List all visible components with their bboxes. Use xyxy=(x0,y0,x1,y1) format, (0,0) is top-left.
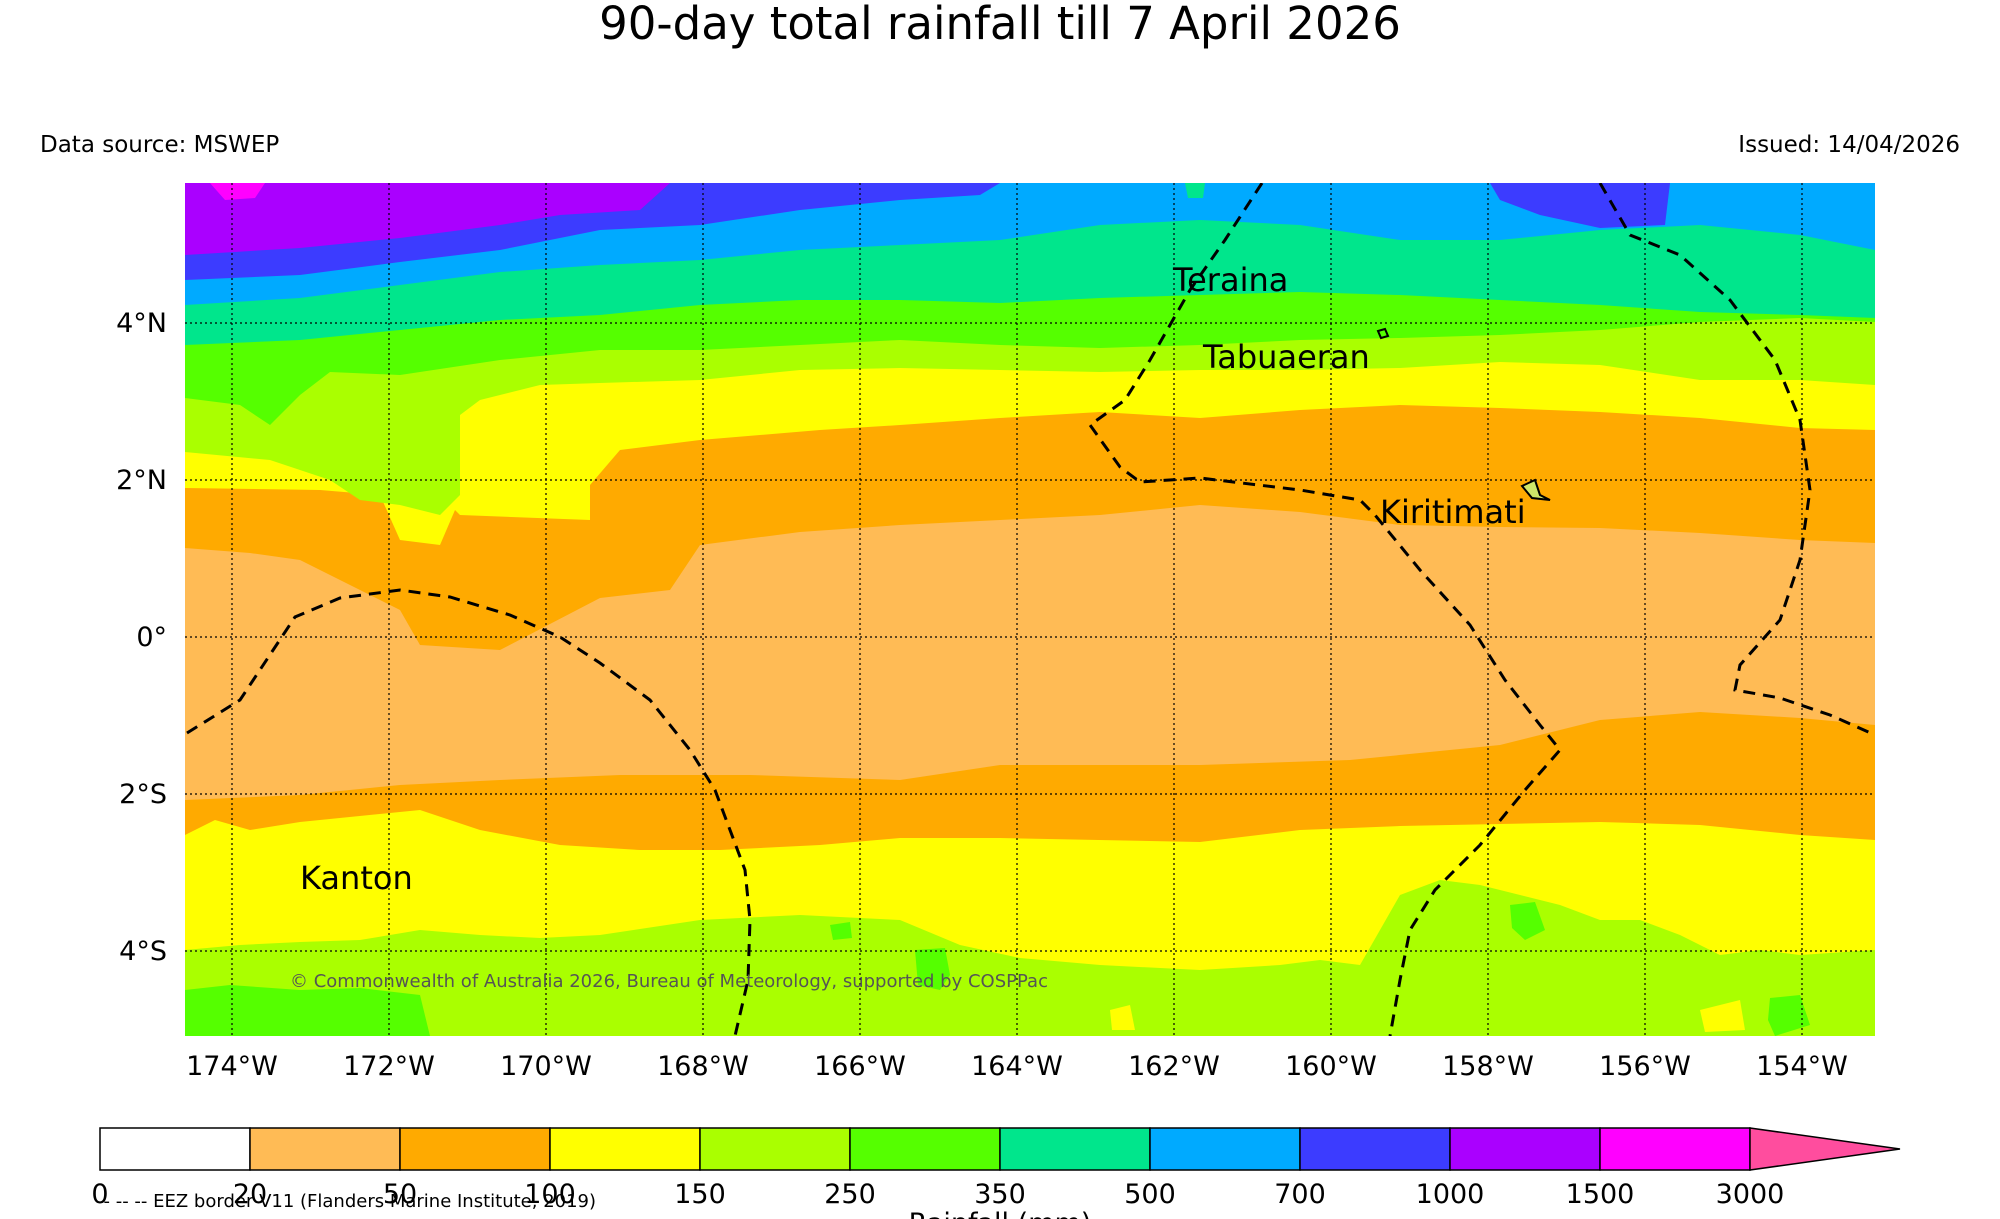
patch-yellow-2 xyxy=(1700,1000,1745,1032)
patch-green-1 xyxy=(915,948,950,990)
colorbar xyxy=(99,1127,1901,1171)
lon-label: 170°W xyxy=(500,1051,592,1082)
lon-label: 154°W xyxy=(1756,1051,1848,1082)
band-700-1000-east xyxy=(1490,183,1670,228)
colorbar-swatch xyxy=(1599,1127,1751,1171)
lat-label: 0° xyxy=(136,622,167,653)
colorbar-swatch xyxy=(1449,1127,1601,1171)
data-source: Data source: MSWEP xyxy=(40,132,280,158)
lon-label: 156°W xyxy=(1599,1051,1691,1082)
patch-teal-1 xyxy=(1185,183,1205,198)
patch-yellow-1 xyxy=(1110,1005,1135,1030)
colorbar-tick: 3000 xyxy=(1716,1179,1785,1210)
lon-label: 166°W xyxy=(814,1051,906,1082)
colorbar-swatch xyxy=(99,1127,251,1171)
colorbar-swatch xyxy=(849,1127,1001,1171)
place-labels: Teraina Tabuaeran Kiritimati Kanton xyxy=(300,261,1526,897)
colorbar-tick: 1000 xyxy=(1416,1179,1485,1210)
band-1000-1500 xyxy=(185,183,670,255)
lat-label: 4°S xyxy=(119,936,167,967)
patch-green-3 xyxy=(1768,995,1810,1036)
kiritimati-island xyxy=(1520,478,1551,501)
lat-label: 4°N xyxy=(116,308,167,339)
colorbar-swatch xyxy=(1299,1127,1451,1171)
colorbar-swatch xyxy=(399,1127,551,1171)
colorbar-tick: 0 xyxy=(91,1179,108,1210)
copyright-notice: © Commonwealth of Australia 2026, Bureau… xyxy=(290,971,1048,992)
colorbar-tick-labels: 0 20 50 100 150 250 350 500 700 1000 150… xyxy=(91,1179,1784,1210)
patch-green-4 xyxy=(830,922,852,940)
colorbar-tick: 350 xyxy=(974,1179,1026,1210)
band-150-250-south xyxy=(185,880,1875,1036)
colorbar-swatch xyxy=(699,1127,851,1171)
lat-label: 2°S xyxy=(119,779,167,810)
colorbar-swatch xyxy=(999,1127,1151,1171)
longitude-labels: 174°W 172°W 170°W 168°W 166°W 164°W 162°… xyxy=(186,1051,1848,1082)
lon-label: 164°W xyxy=(971,1051,1063,1082)
lat-label: 2°N xyxy=(116,465,167,496)
tabuaeran-island xyxy=(1376,327,1390,340)
colorbar-tick: 100 xyxy=(524,1179,576,1210)
issued-date: Issued: 14/04/2026 xyxy=(1738,132,1960,158)
graticule xyxy=(185,183,1875,1036)
colorbar-label: Rainfall (mm) xyxy=(909,1208,1092,1219)
place-label-kanton: Kanton xyxy=(300,859,413,897)
colorbar-tick: 700 xyxy=(1274,1179,1326,1210)
eez-borders xyxy=(186,183,1875,1036)
map-title: 90-day total rainfall till 7 April 2026 xyxy=(599,0,1401,50)
lon-label: 162°W xyxy=(1128,1051,1220,1082)
latitude-labels: 4°N 2°N 0° 2°S 4°S xyxy=(116,308,167,967)
lon-label: 158°W xyxy=(1442,1051,1534,1082)
lon-label: 168°W xyxy=(657,1051,749,1082)
lon-label: 160°W xyxy=(1285,1051,1377,1082)
colorbar-swatch xyxy=(549,1127,701,1171)
rainfall-field xyxy=(185,183,1875,1036)
colorbar-tick: 250 xyxy=(824,1179,876,1210)
eez-legend: -- -- -- EEZ border V11 (Flanders Marine… xyxy=(97,1191,596,1212)
place-label-teraina: Teraina xyxy=(1172,261,1288,299)
band-1500-3000 xyxy=(210,183,265,200)
colorbar-swatch xyxy=(249,1127,401,1171)
band-250-350-south xyxy=(185,985,430,1036)
place-label-kiritimati: Kiritimati xyxy=(1380,493,1526,531)
colorbar-tick: 1500 xyxy=(1566,1179,1635,1210)
colorbar-swatch xyxy=(1149,1127,1301,1171)
colorbar-tick: 20 xyxy=(233,1179,267,1210)
colorbar-extend-arrow xyxy=(1749,1127,1901,1171)
lon-label: 174°W xyxy=(186,1051,278,1082)
colorbar-tick: 50 xyxy=(383,1179,417,1210)
colorbar-tick: 500 xyxy=(1124,1179,1176,1210)
colorbar-tick: 150 xyxy=(674,1179,726,1210)
patch-green-2 xyxy=(1510,902,1545,940)
lon-label: 172°W xyxy=(343,1051,435,1082)
place-label-tabuaeran: Tabuaeran xyxy=(1202,338,1370,376)
